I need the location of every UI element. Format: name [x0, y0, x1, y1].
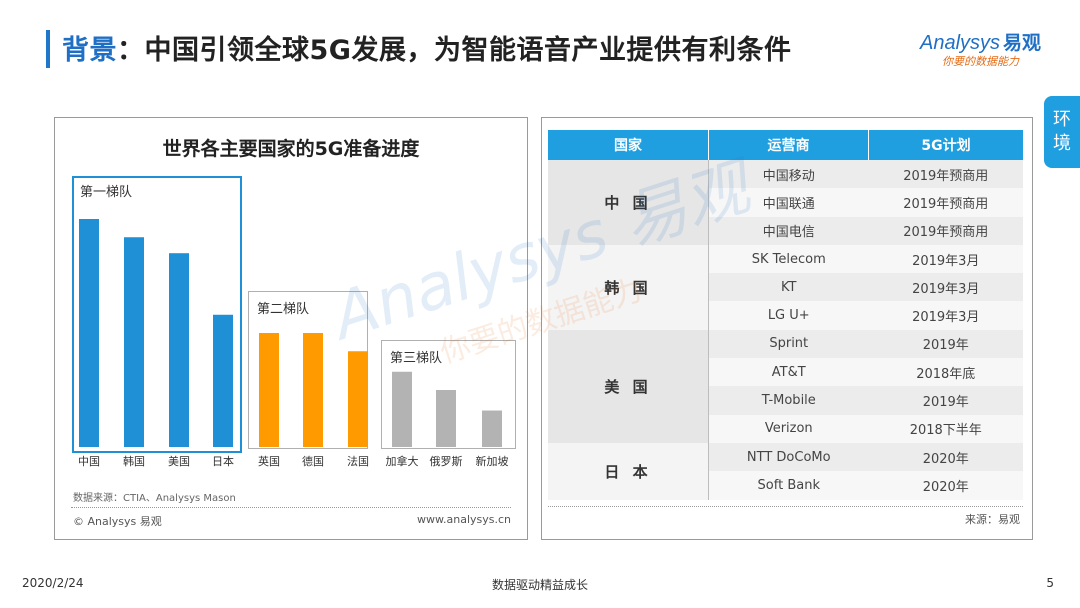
table-row: AT&T 2018年底 — [548, 358, 1023, 387]
operator-cell: Sprint — [708, 329, 869, 359]
logo-text: Analysys — [920, 32, 1001, 54]
bar-0-0 — [79, 219, 99, 447]
operator-cell: NTT DoCoMo — [708, 442, 869, 472]
title-accent-text: 背景 — [62, 35, 117, 66]
table-footer-rule — [548, 506, 1023, 507]
operator-cell: LG U+ — [708, 301, 869, 330]
plan-cell: 2019年预商用 — [868, 188, 1023, 217]
category-label: 美国 — [168, 455, 190, 468]
category-label: 加拿大 — [386, 454, 419, 468]
operator-cell: 中国电信 — [708, 216, 869, 245]
bar-2-2 — [482, 410, 502, 447]
bar-2-0 — [392, 371, 412, 447]
plan-cell: 2019年预商用 — [868, 160, 1023, 189]
table-row: T-Mobile 2019年 — [548, 386, 1023, 415]
table-row: 中国电信 2019年预商用 — [548, 216, 1023, 245]
operator-cell: Verizon — [708, 414, 869, 443]
category-label: 日本 — [212, 454, 234, 468]
tier2-label: 第二梯队 — [257, 302, 310, 317]
tier3-label: 第三梯队 — [390, 351, 443, 366]
plan-cell: 2019年3月 — [868, 301, 1023, 330]
operator-cell: T-Mobile — [708, 386, 869, 415]
operator-cell: SK Telecom — [708, 244, 869, 274]
table-row: Verizon 2018下半年 — [548, 414, 1023, 443]
side-tab-char-2: 境 — [1053, 133, 1071, 154]
category-label: 中国 — [78, 455, 100, 468]
category-label: 韩国 — [123, 454, 145, 468]
side-tab-environment[interactable]: 环 境 — [1044, 96, 1080, 168]
bar-1-0 — [259, 333, 279, 447]
category-label: 德国 — [302, 454, 324, 468]
page-title: 背景：中国引领全球5G发展，为智能语音产业提供有利条件 — [62, 28, 791, 67]
table-row: Soft Bank 2020年 — [548, 471, 1023, 500]
country-cell: 中 国 — [548, 160, 709, 245]
bar-1-1 — [303, 333, 323, 447]
table-row: LG U+ 2019年3月 — [548, 301, 1023, 330]
chart-title: 世界各主要国家的5G准备进度 — [162, 138, 420, 160]
plan-cell: 2018下半年 — [868, 414, 1023, 443]
title-main-text: ：中国引领全球5G发展，为智能语音产业提供有利条件 — [117, 35, 792, 66]
category-label: 俄罗斯 — [430, 455, 463, 468]
tier1-box — [72, 176, 242, 453]
table-row: 美 国 Sprint 2019年 — [548, 329, 1023, 443]
website-link[interactable]: www.analysys.cn — [417, 513, 511, 526]
plan-cell: 2019年 — [868, 329, 1023, 359]
title-accent-bar — [46, 30, 50, 68]
bar-chart: 中国 韩国 美国 日本 英国 德国 法国 加拿大 俄罗斯 新加坡 — [78, 219, 509, 468]
operator-cell: Soft Bank — [708, 471, 869, 500]
chart-panel: 世界各主要国家的5G准备进度 第一梯队 第二梯队 第三梯队 中国 韩国 美国 日本 英国… — [54, 117, 528, 540]
analysys-logo: Analysys 易观 你要的数据能力 — [920, 28, 1060, 72]
bar-0-3 — [213, 314, 233, 447]
page-number: 5 — [1046, 576, 1054, 590]
table-row: 日 本 NTT DoCoMo 2020年 — [548, 442, 1023, 500]
bar-0-1 — [124, 237, 144, 447]
footer-date: 2020/2/24 — [22, 576, 84, 590]
operator-cell: AT&T — [708, 358, 869, 387]
table-row: 韩 国 SK Telecom 2019年3月 — [548, 244, 1023, 330]
plan-cell: 2019年3月 — [868, 244, 1023, 274]
plan-cell: 2019年 — [868, 386, 1023, 415]
table-row: KT 2019年3月 — [548, 273, 1023, 302]
header-operator: 运营商 — [708, 130, 869, 160]
chart-footer-rule — [71, 507, 511, 508]
plan-cell: 2020年 — [868, 442, 1023, 472]
tier1-label: 第一梯队 — [80, 185, 133, 200]
side-tab-char-1: 环 — [1053, 109, 1071, 130]
bar-2-1 — [436, 390, 456, 447]
5g-plan-table: 国家 运营商 5G计划 中 国中国移动 2019年预商用 中国联通 2019年预商用中… — [548, 130, 1023, 500]
country-cell: 日 本 — [548, 442, 709, 500]
category-label: 新加坡 — [476, 454, 509, 468]
operator-cell: 中国移动 — [708, 160, 869, 189]
header-plan: 5G计划 — [868, 130, 1023, 160]
plan-cell: 2018年底 — [868, 358, 1023, 387]
category-label: 英国 — [258, 454, 280, 468]
bar-1-2 — [348, 351, 368, 447]
tier3-box — [381, 340, 516, 449]
logo-tagline: 你要的数据能力 — [942, 55, 1019, 68]
table-row: 中 国中国移动 2019年预商用 — [548, 160, 1023, 245]
country-cell: 美 国 — [548, 329, 709, 443]
chart-source: 数据来源：CTIA、Analysys Mason — [73, 493, 236, 504]
category-label: 法国 — [347, 454, 369, 468]
table-panel: 国家 运营商 5G计划 中 国中国移动 2019年预商用 中国联通 2019年预商用中… — [541, 117, 1033, 540]
footer-slogan: 数据驱动精益成长 — [491, 578, 588, 592]
plan-cell: 2019年3月 — [868, 273, 1023, 302]
table-row: 中国联通 2019年预商用 — [548, 188, 1023, 217]
copyright-text: © Analysys 易观 — [73, 515, 162, 528]
table-source: 来源：易观 — [965, 513, 1020, 526]
logo-cn: 易观 — [1003, 33, 1042, 54]
bar-0-2 — [169, 253, 189, 447]
country-cell: 韩 国 — [548, 244, 709, 330]
operator-cell: 中国联通 — [708, 188, 869, 217]
header-country: 国家 — [548, 130, 709, 160]
plan-cell: 2019年预商用 — [868, 216, 1023, 245]
plan-cell: 2020年 — [868, 471, 1023, 500]
operator-cell: KT — [708, 273, 869, 302]
